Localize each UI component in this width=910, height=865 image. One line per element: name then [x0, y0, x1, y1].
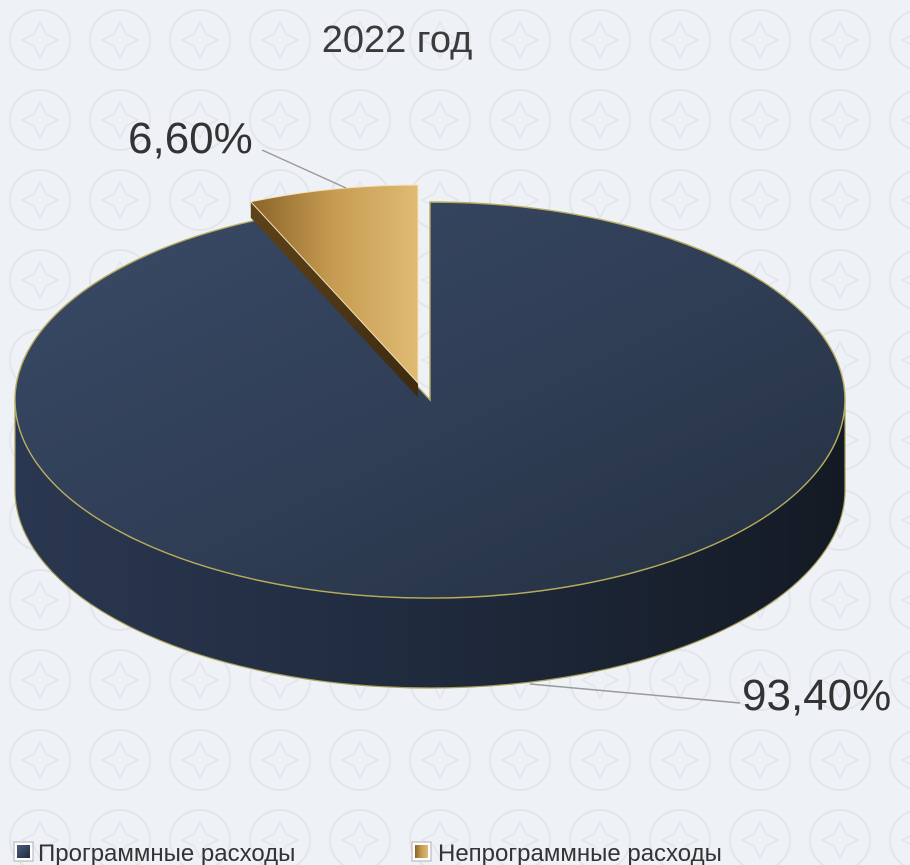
legend-swatch-programmnye	[17, 845, 30, 858]
legend-swatch-neprogrammnye	[415, 845, 428, 858]
legend-label-programmnye: Программные расходы	[38, 840, 295, 865]
leader-line-small	[261, 149, 347, 189]
slice-neprogrammnye-wall	[250, 201, 418, 398]
legend-label-neprogrammnye: Непрограммные расходы	[438, 840, 722, 865]
data-label-programmnye: 93,40%	[742, 671, 891, 720]
chart-title: 2022 год	[322, 19, 473, 61]
slice-programmnye	[14, 201, 846, 599]
leader-line-large	[529, 683, 741, 704]
data-label-neprogrammnye: 6,60%	[128, 114, 253, 163]
pie-3d	[14, 184, 846, 689]
legend: Программные расходы Непрограммные расход…	[13, 840, 722, 865]
slice-neprogrammnye	[249, 184, 419, 385]
